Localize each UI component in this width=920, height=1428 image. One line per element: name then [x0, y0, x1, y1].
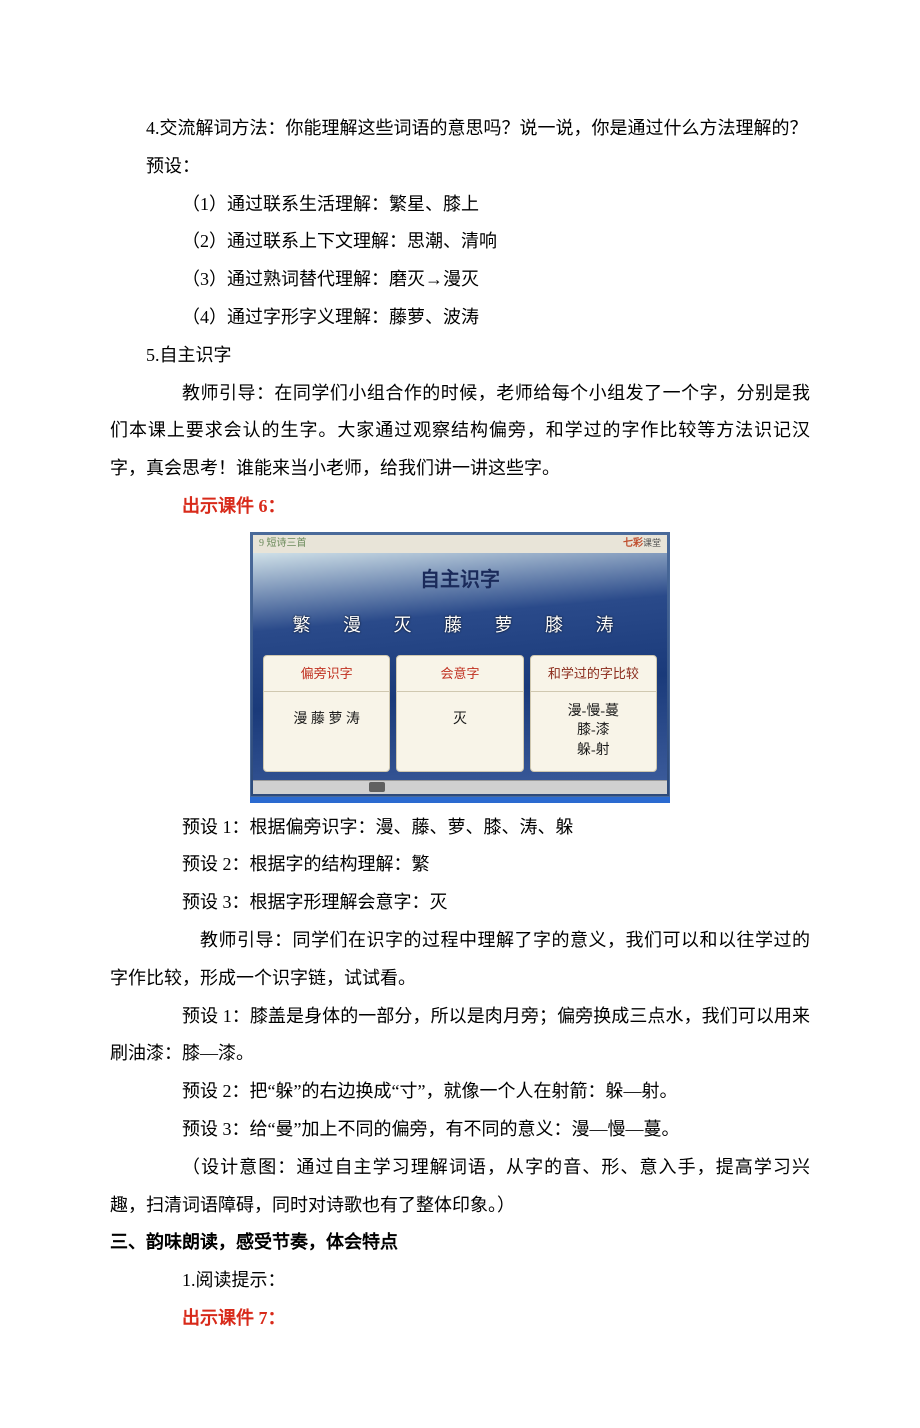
- slide-box-3-body: 漫-慢-蔓 膝-漆 躲-射: [531, 692, 656, 771]
- tab-ear-icon: [586, 655, 600, 656]
- preset-1: 预设 1：根据偏旁识字：漫、藤、萝、膝、涛、躲: [110, 809, 810, 847]
- reading-tip: 1.阅读提示：: [110, 1262, 810, 1300]
- slide-box-1-body: 漫 藤 萝 涛: [264, 692, 389, 748]
- design-intent-open: （: [182, 1157, 201, 1177]
- tab-ear-icon: [453, 655, 467, 656]
- preset-3: 预设 3：根据字形理解会意字：灭: [110, 884, 810, 922]
- preset-2: 预设 2：根据字的结构理解：繁: [110, 846, 810, 884]
- slide-scrub-position[interactable]: [369, 782, 385, 792]
- slide-box-1-head: 偏旁识字: [264, 656, 389, 692]
- slide-bottom-strip: [250, 797, 670, 803]
- method-3: （3）通过熟词替代理解：磨灭→漫灭: [110, 261, 810, 299]
- method-2: （2）通过联系上下文理解：思潮、清响: [110, 223, 810, 261]
- slide-figure: 9 短诗三首 七彩课堂 自主识字 繁 漫 灭 藤 萝 膝 涛 偏旁识字 漫 藤 …: [250, 532, 670, 803]
- slide-title: 自主识字: [263, 559, 657, 601]
- slide-box-1: 偏旁识字 漫 藤 萝 涛: [263, 655, 390, 772]
- slide-box-2-body: 灭: [397, 692, 522, 748]
- slide-box-3-head: 和学过的字比较: [531, 656, 656, 692]
- show-courseware-7: 出示课件 7：: [110, 1300, 810, 1338]
- teacher-guide-2: 教师引导：同学们在识字的过程中理解了字的意义，我们可以和以往学过的字作比较，形成…: [110, 922, 810, 998]
- design-intent: （设计意图：通过自主学习理解词语，从字的音、形、意入手，提高学习兴趣，扫清词语障…: [110, 1149, 810, 1225]
- slide-brand: 七彩课堂: [623, 533, 661, 554]
- tab-ear-icon: [320, 655, 334, 656]
- slide-scrubbar[interactable]: [253, 780, 667, 794]
- method-1: （1）通过联系生活理解：繁星、膝上: [110, 186, 810, 224]
- slide-box-2-head: 会意字: [397, 656, 522, 692]
- slide-topbar: 9 短诗三首 七彩课堂: [253, 535, 667, 553]
- slide-brand-tail: 课堂: [643, 538, 661, 548]
- chain-preset-2: 预设 2：把“躲”的右边换成“寸”，就像一个人在射箭：躲—射。: [110, 1073, 810, 1111]
- item-5: 5.自主识字: [110, 337, 810, 375]
- slide-box-2-head-text: 会意字: [440, 666, 479, 681]
- slide-box-1-head-text: 偏旁识字: [301, 666, 353, 681]
- slide-boxes: 偏旁识字 漫 藤 萝 涛 会意字 灭 和学过的字比较 漫-慢-蔓 膝-漆 躲-射: [263, 655, 657, 772]
- slide-box-3-head-text: 和学过的字比较: [548, 666, 639, 681]
- preset-label: 预设：: [110, 148, 810, 186]
- slide-box-3: 和学过的字比较 漫-慢-蔓 膝-漆 躲-射: [530, 655, 657, 772]
- slide-box-2: 会意字 灭: [396, 655, 523, 772]
- slide-outer: 9 短诗三首 七彩课堂 自主识字 繁 漫 灭 藤 萝 膝 涛 偏旁识字 漫 藤 …: [250, 532, 670, 797]
- item-4: 4.交流解词方法：你能理解这些词语的意思吗？说一说，你是通过什么方法理解的？: [110, 110, 810, 148]
- teacher-guide-1: 教师引导：在同学们小组合作的时候，老师给每个小组发了一个字，分别是我们本课上要求…: [110, 375, 810, 488]
- slide-topbar-left: 9 短诗三首: [259, 533, 307, 554]
- method-4: （4）通过字形字义理解：藤萝、波涛: [110, 299, 810, 337]
- slide-brand-main: 七彩: [623, 538, 643, 549]
- design-intent-label: 设计意图：: [201, 1157, 296, 1177]
- show-courseware-6: 出示课件 6：: [110, 488, 810, 526]
- chain-preset-1: 预设 1：膝盖是身体的一部分，所以是肉月旁；偏旁换成三点水，我们可以用来刷油漆：…: [110, 998, 810, 1074]
- section-3-heading: 三、韵味朗读，感受节奏，体会特点: [110, 1224, 810, 1262]
- slide-char-row: 繁 漫 灭 藤 萝 膝 涛: [263, 607, 657, 645]
- slide-body: 自主识字 繁 漫 灭 藤 萝 膝 涛 偏旁识字 漫 藤 萝 涛 会意字 灭 和学…: [253, 553, 667, 780]
- chain-preset-3: 预设 3：给“曼”加上不同的偏旁，有不同的意义：漫—慢—蔓。: [110, 1111, 810, 1149]
